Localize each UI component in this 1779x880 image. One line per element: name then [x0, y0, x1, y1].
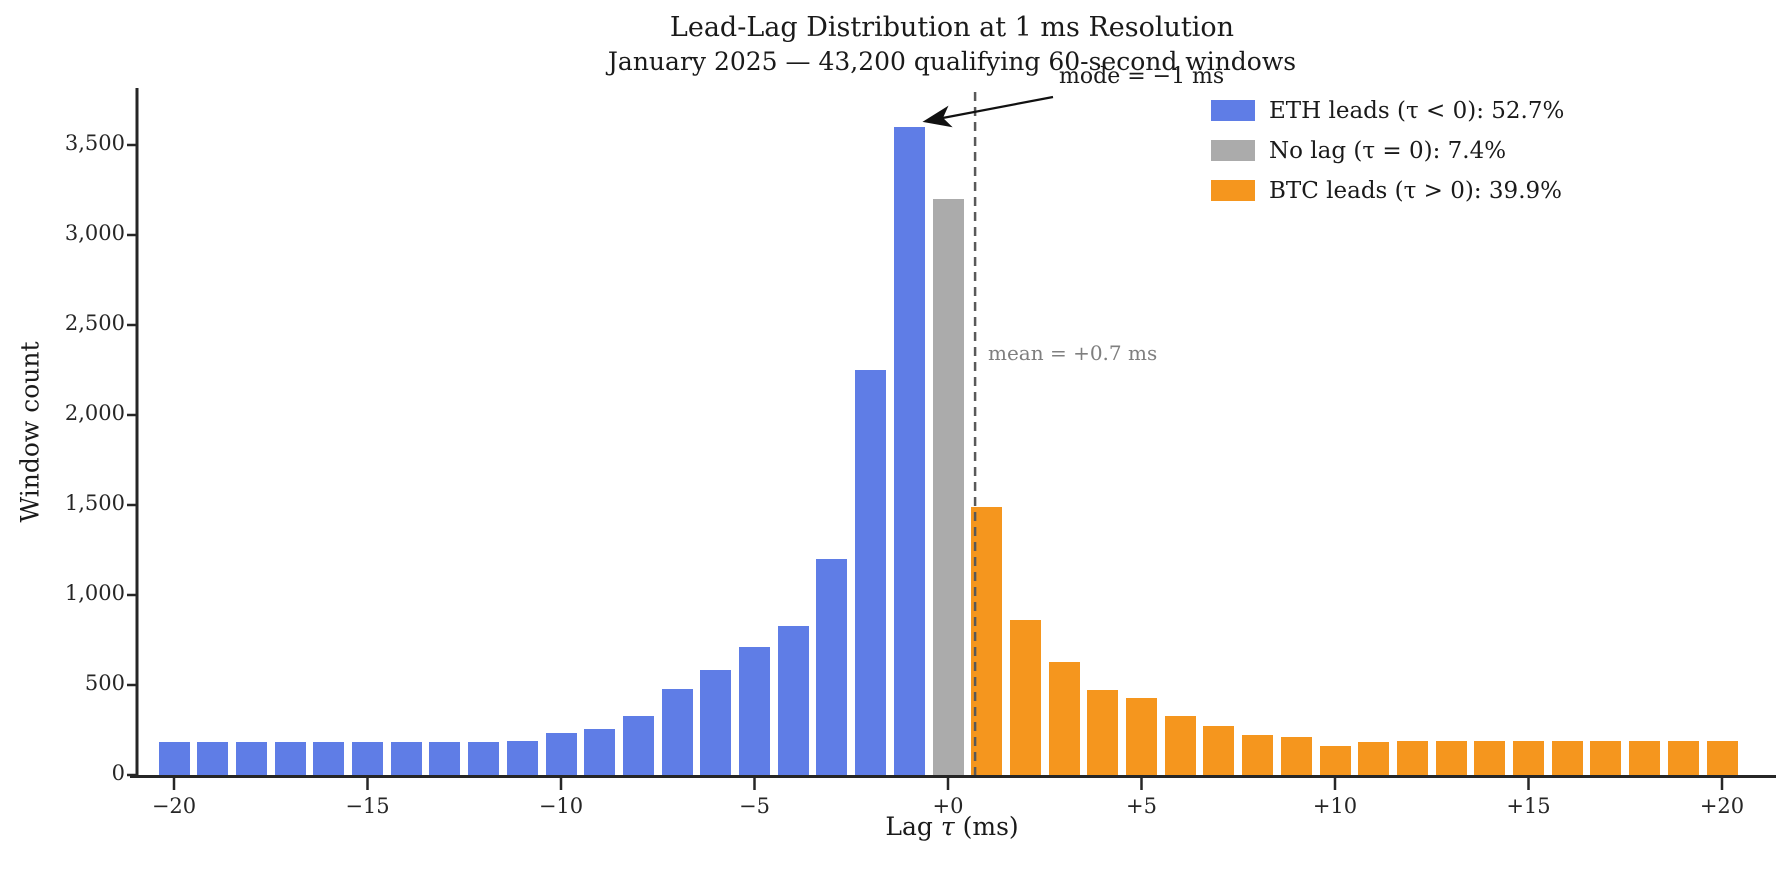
- bar-tau-10: [1319, 746, 1351, 775]
- x-tick-label: −10: [538, 794, 584, 818]
- bar-tau--3: [816, 559, 848, 775]
- legend-row-eth: ETH leads (τ < 0): 52.7%: [1211, 97, 1564, 124]
- bar-tau-17: [1590, 740, 1622, 775]
- bar-tau-8: [1242, 735, 1274, 775]
- legend-row-btc: BTC leads (τ > 0): 39.9%: [1211, 177, 1564, 204]
- bar-tau-18: [1629, 740, 1661, 775]
- legend-label-eth: ETH leads (τ < 0): 52.7%: [1269, 97, 1565, 124]
- x-axis-label: Lag τ (ms): [137, 812, 1767, 841]
- chart-title: Lead-Lag Distribution at 1 ms Resolution: [669, 12, 1235, 43]
- legend-swatch-nolag: [1211, 140, 1255, 161]
- x-tick-label: +0: [932, 794, 964, 818]
- bar-tau--4: [777, 625, 809, 775]
- bar-tau-6: [1164, 715, 1196, 775]
- y-tick-label: 3,000: [64, 221, 125, 245]
- bar-tau-20: [1706, 740, 1738, 775]
- bar-tau--10: [545, 732, 577, 775]
- bar-tau-2: [1009, 620, 1041, 775]
- y-tick-label: 1,500: [64, 491, 125, 515]
- bar-tau-15: [1513, 740, 1544, 775]
- bar-tau--7: [661, 688, 693, 775]
- bar-tau--8: [622, 715, 654, 775]
- x-tick-label: −15: [345, 794, 390, 818]
- legend-row-nolag: No lag (τ = 0): 7.4%: [1211, 137, 1564, 164]
- bar-tau-7: [1203, 726, 1235, 775]
- mode-annotation: mode = −1 ms: [1059, 64, 1225, 89]
- bar-tau--16: [313, 741, 345, 775]
- bar-tau-14: [1474, 740, 1506, 775]
- bar-tau--14: [390, 741, 422, 775]
- bar-tau--5: [739, 647, 770, 775]
- bar-tau-13: [1435, 740, 1467, 775]
- bar-tau--17: [274, 741, 306, 775]
- x-axis-label-tau: τ: [940, 812, 955, 841]
- y-tick-label: 2,500: [64, 311, 125, 335]
- legend-label-btc: BTC leads (τ > 0): 39.9%: [1269, 177, 1562, 204]
- bar-tau--20: [158, 741, 190, 775]
- legend-label-nolag: No lag (τ = 0): 7.4%: [1269, 137, 1507, 164]
- chart-subtitle: January 2025 — 43,200 qualifying 60-seco…: [607, 47, 1297, 76]
- bar-tau--12: [468, 741, 500, 775]
- bar-tau-0: [932, 199, 964, 775]
- y-tick-label: 2,000: [64, 401, 125, 425]
- bar-tau-3: [1048, 661, 1080, 775]
- x-tick-label: −5: [739, 794, 770, 818]
- legend-swatch-eth: [1211, 100, 1255, 121]
- bar-tau-1: [971, 506, 1003, 775]
- bar-tau-12: [1396, 740, 1428, 775]
- bar-tau--9: [584, 729, 616, 775]
- bar-tau--15: [352, 741, 383, 775]
- bar-tau-9: [1280, 737, 1312, 775]
- x-tick-label: +20: [1699, 794, 1745, 818]
- bar-tau--13: [429, 741, 461, 775]
- bar-tau-4: [1087, 689, 1119, 775]
- bar-tau--19: [197, 741, 229, 775]
- y-tick-label: 0: [111, 761, 125, 785]
- x-tick-label: +15: [1506, 794, 1551, 818]
- x-tick-label: +10: [1312, 794, 1358, 818]
- mean-annotation: mean = +0.7 ms: [988, 341, 1158, 365]
- y-tick-label: 1,000: [64, 581, 125, 605]
- y-tick-label: 500: [84, 671, 125, 695]
- bar-tau--1: [893, 127, 925, 775]
- bar-tau--2: [855, 370, 887, 775]
- bar-tau--6: [700, 669, 732, 775]
- y-tick-label: 3,500: [64, 131, 125, 155]
- x-axis-label-unit: (ms): [962, 812, 1019, 841]
- legend-swatch-btc: [1211, 180, 1255, 201]
- bar-tau--18: [235, 741, 267, 775]
- legend: ETH leads (τ < 0): 52.7% No lag (τ = 0):…: [1211, 97, 1564, 217]
- bar-tau--11: [506, 740, 538, 775]
- bar-tau-5: [1126, 697, 1157, 775]
- bar-tau-11: [1358, 741, 1390, 775]
- bar-tau-19: [1667, 740, 1699, 775]
- x-tick-label: +5: [1126, 794, 1157, 818]
- x-axis-label-word: Lag: [885, 812, 933, 841]
- bar-tau-16: [1551, 740, 1583, 775]
- x-tick-label: −20: [151, 794, 197, 818]
